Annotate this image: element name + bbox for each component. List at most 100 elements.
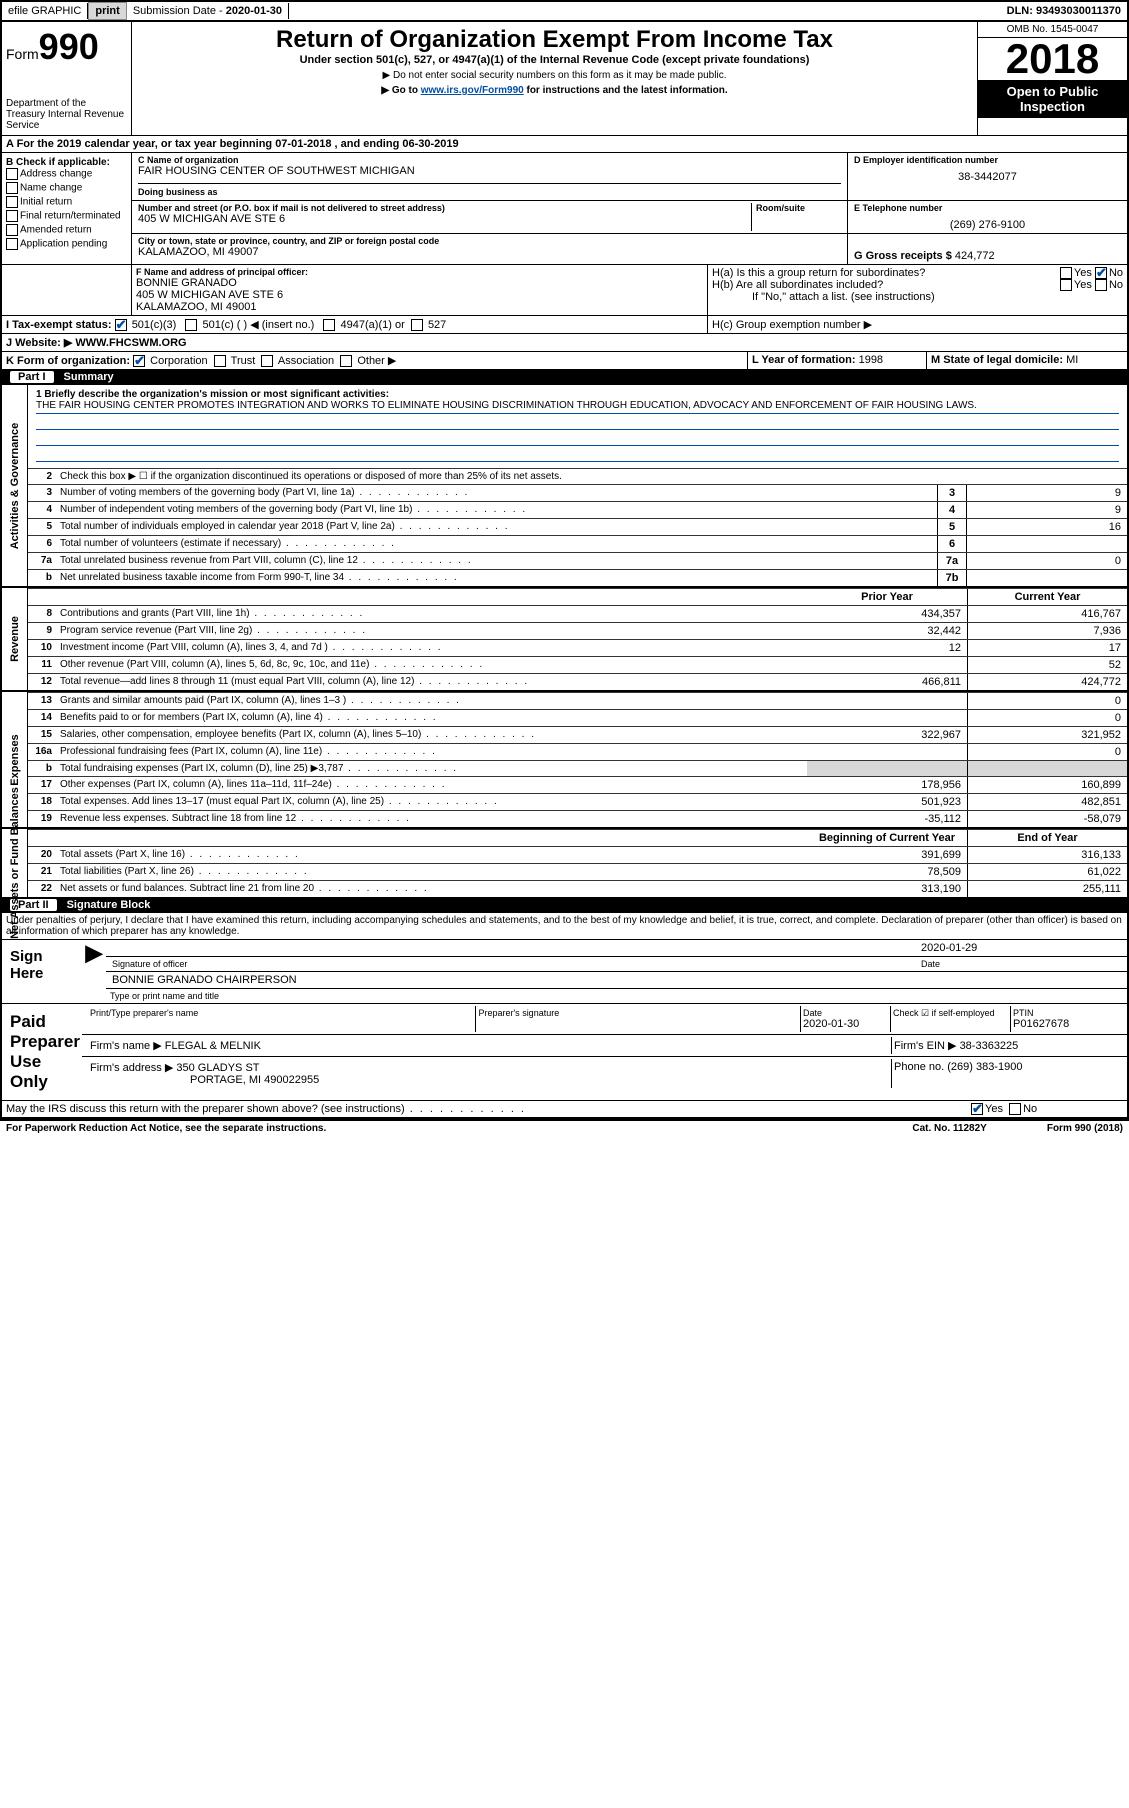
d-ein-label: D Employer identification number [854,155,1121,165]
table-row: 7aTotal unrelated business revenue from … [28,552,1127,569]
firm-ein-label: Firm's EIN ▶ [894,1040,957,1052]
l2-text: Check this box ▶ ☐ if the organization d… [56,469,1127,484]
cb-application-pending[interactable]: Application pending [6,238,127,250]
eoy-hdr: End of Year [967,830,1127,846]
prior-year-hdr: Prior Year [807,589,967,605]
table-row: 16aProfessional fundraising fees (Part I… [28,743,1127,760]
cb-527[interactable] [411,319,423,331]
prep-date: 2020-01-30 [803,1018,888,1030]
paid-preparer-label: Paid Preparer Use Only [2,1004,82,1100]
tax-year: 2018 [978,38,1127,80]
c-name-label: C Name of organization [138,155,841,165]
i-tax-status: I Tax-exempt status: 501(c)(3) 501(c) ( … [2,316,707,333]
table-row: 18Total expenses. Add lines 13–17 (must … [28,793,1127,810]
current-year-hdr: Current Year [967,589,1127,605]
table-row: 5Total number of individuals employed in… [28,518,1127,535]
table-row: 6Total number of volunteers (estimate if… [28,535,1127,552]
firm-city: PORTAGE, MI 490022955 [190,1074,319,1086]
hb-label: H(b) Are all subordinates included? [712,279,1060,291]
dln: DLN: 93493030011370 [1001,3,1127,19]
prep-date-label: Date [803,1008,888,1018]
cb-name-change[interactable]: Name change [6,182,127,194]
officer-name-label: Type or print name and title [106,989,1127,1003]
table-row: 4Number of independent voting members of… [28,501,1127,518]
cb-trust[interactable] [214,355,226,367]
col-b-checkboxes: B Check if applicable: Address change Na… [2,153,132,264]
cb-corp[interactable] [133,355,145,367]
irs-link[interactable]: www.irs.gov/Form990 [421,85,524,96]
officer-addr1: 405 W MICHIGAN AVE STE 6 [136,289,703,301]
cb-initial-return[interactable]: Initial return [6,196,127,208]
vlabel-netassets: Net Assets or Fund Balances [2,829,28,897]
form-number: Form990 [6,26,127,68]
footer-mid: Cat. No. 11282Y [912,1123,986,1134]
print-button[interactable]: print [88,2,126,20]
table-row: 3Number of voting members of the governi… [28,484,1127,501]
form-subtitle: Under section 501(c), 527, or 4947(a)(1)… [136,54,973,66]
cb-501c3[interactable] [115,319,127,331]
vlabel-revenue: Revenue [2,588,28,690]
f-label: F Name and address of principal officer: [136,267,703,277]
e-phone-label: E Telephone number [854,203,1121,213]
ptin-label: PTIN [1013,1008,1119,1018]
note-link: ▶ Go to www.irs.gov/Form990 for instruct… [136,85,973,96]
table-row: 17Other expenses (Part IX, column (A), l… [28,776,1127,793]
top-bar: efile GRAPHIC print Submission Date - 20… [0,0,1129,22]
cb-discuss-yes[interactable] [971,1103,983,1115]
prep-sig-label: Preparer's signature [478,1008,798,1018]
sign-here-label: Sign Here [2,940,82,1003]
footer-right: Form 990 (2018) [1047,1123,1123,1134]
cb-discuss-no[interactable] [1009,1103,1021,1115]
firm-phone: (269) 383-1900 [947,1061,1022,1073]
k-form-org: K Form of organization: Corporation Trus… [2,352,747,369]
prep-name-label: Print/Type preparer's name [90,1008,473,1018]
ein-value: 38-3442077 [854,171,1121,183]
table-row: 14Benefits paid to or for members (Part … [28,709,1127,726]
firm-phone-label: Phone no. [894,1061,944,1073]
cb-amended-return[interactable]: Amended return [6,224,127,236]
efile-label: efile GRAPHIC [2,3,88,19]
part2-header: Part IISignature Block [2,897,1127,913]
firm-ein: 38-3363225 [960,1040,1019,1052]
org-city: KALAMAZOO, MI 49007 [138,246,841,258]
sig-officer-label: Signature of officer [112,959,921,969]
j-website: J Website: ▶ WWW.FHCSWM.ORG [2,334,1127,351]
part1-header: Part ISummary [2,369,1127,385]
mission-block: 1 Briefly describe the organization's mi… [28,385,1127,468]
table-row: 20Total assets (Part X, line 16)391,6993… [28,846,1127,863]
officer-addr2: KALAMAZOO, MI 49001 [136,301,703,313]
l1-label: 1 Briefly describe the organization's mi… [36,389,1119,400]
l-year: L Year of formation: 1998 [747,352,927,369]
table-row: 9Program service revenue (Part VIII, lin… [28,622,1127,639]
b-label: B Check if applicable: [6,157,127,168]
g-label: G Gross receipts $ [854,250,952,262]
form-title: Return of Organization Exempt From Incom… [136,26,973,54]
dba-label: Doing business as [138,187,218,197]
table-row: 15Salaries, other compensation, employee… [28,726,1127,743]
hb-note: If "No," attach a list. (see instruction… [712,291,1123,303]
cb-assoc[interactable] [261,355,273,367]
ptin-value: P01627678 [1013,1018,1119,1030]
sig-date: 2020-01-29 [921,942,1121,954]
cb-501c[interactable] [185,319,197,331]
cb-other[interactable] [340,355,352,367]
section-b-through-g: B Check if applicable: Address change Na… [2,152,1127,264]
self-emp-label: Check ☑ if self-employed [891,1006,1011,1032]
dept-treasury: Department of the Treasury Internal Reve… [6,98,127,131]
form-header: Form990 Department of the Treasury Inter… [2,22,1127,135]
sign-arrow-icon: ▶ [82,940,106,1003]
mission-text: THE FAIR HOUSING CENTER PROMOTES INTEGRA… [36,400,1119,414]
note-ssn: ▶ Do not enter social security numbers o… [136,70,973,81]
cb-final-return[interactable]: Final return/terminated [6,210,127,222]
room-label: Room/suite [756,203,841,213]
table-row: 10Investment income (Part VIII, column (… [28,639,1127,656]
cb-4947[interactable] [323,319,335,331]
firm-name: FLEGAL & MELNIK [165,1040,261,1052]
cb-address-change[interactable]: Address change [6,168,127,180]
table-row: 13Grants and similar amounts paid (Part … [28,692,1127,709]
table-row: 21Total liabilities (Part X, line 26)78,… [28,863,1127,880]
boy-hdr: Beginning of Current Year [807,830,967,846]
table-row: 12Total revenue—add lines 8 through 11 (… [28,673,1127,690]
hc-label: H(c) Group exemption number ▶ [707,316,1127,333]
org-name: FAIR HOUSING CENTER OF SOUTHWEST MICHIGA… [138,165,841,177]
